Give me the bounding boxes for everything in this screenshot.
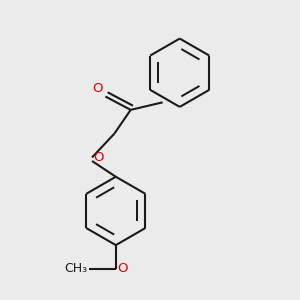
- Text: O: O: [92, 82, 102, 95]
- Text: CH₃: CH₃: [64, 262, 88, 275]
- Text: O: O: [94, 151, 104, 164]
- Text: O: O: [117, 262, 128, 275]
